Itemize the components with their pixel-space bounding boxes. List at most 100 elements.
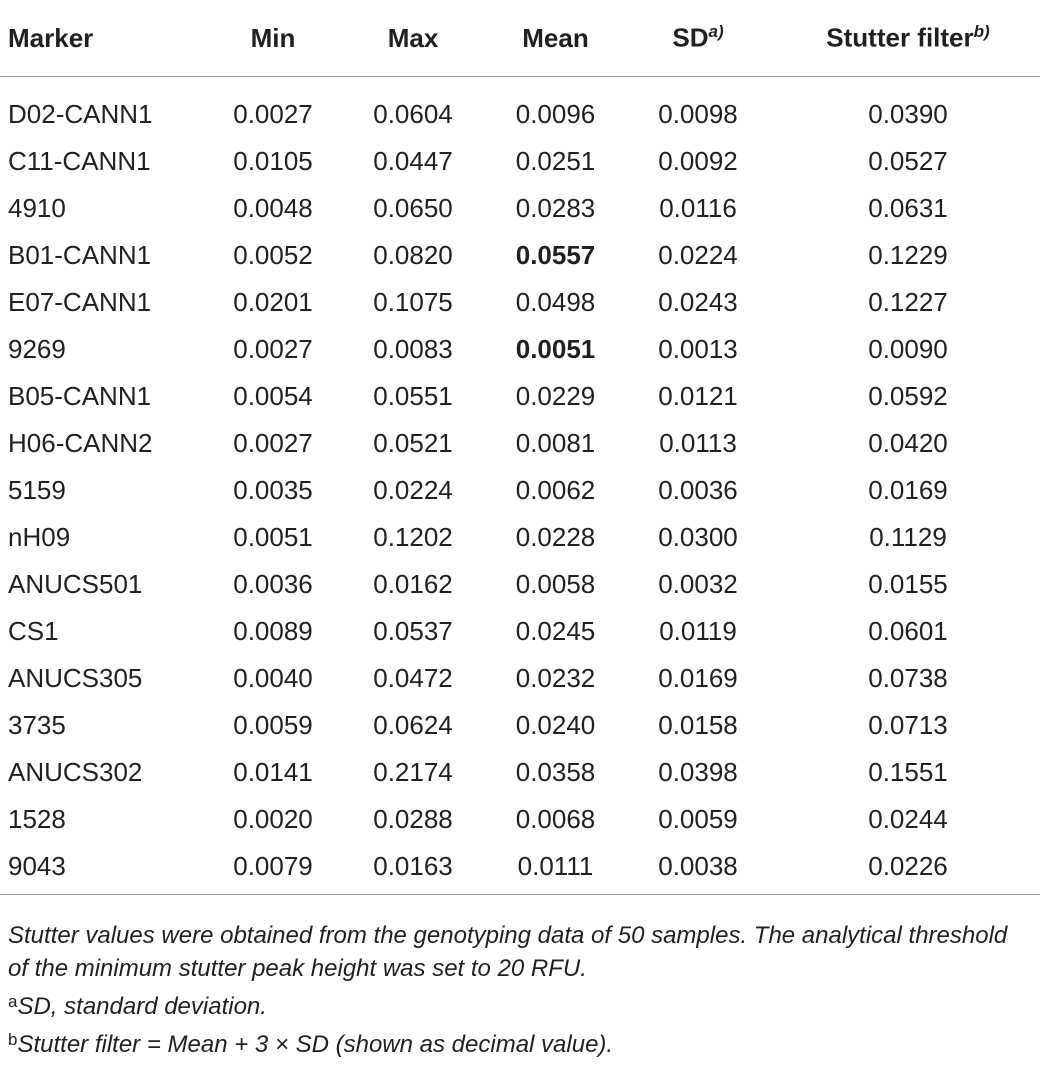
value-cell: 0.0105 [233, 146, 313, 176]
value-cell: 0.0027 [233, 99, 313, 129]
value-cell: 0.0358 [515, 757, 596, 787]
column-header: Max [343, 0, 483, 77]
value-cell: 0.0251 [515, 146, 596, 176]
value-cell: 0.0245 [515, 616, 596, 646]
header-text: Min [250, 22, 296, 53]
table-row: D02-CANN1 0.0027 0.0604 0.0096 0.0098 0.0390 [0, 77, 1040, 139]
value-cell: 0.0116 [659, 193, 737, 223]
table-row: B01-CANN1 0.0052 0.0820 0.0557 0.0224 0.1229 [0, 232, 1040, 279]
table-row: 9043 0.0079 0.0163 0.0111 0.0038 0.0226 [0, 843, 1040, 895]
header-text: Max [387, 22, 439, 53]
value-cell: 0.0119 [659, 616, 737, 646]
value-cell: 0.0141 [233, 757, 313, 787]
table-row: ANUCS305 0.0040 0.0472 0.0232 0.0169 0.0738 [0, 655, 1040, 702]
value-cell: 0.0537 [373, 616, 453, 646]
marker-cell: ANUCS305 [8, 663, 143, 693]
marker-cell: 1528 [8, 804, 66, 834]
table-notes: Stutter values were obtained from the ge… [0, 895, 1040, 1061]
footnote-text: SD, standard deviation. [17, 993, 267, 1020]
value-cell: 0.0592 [868, 381, 948, 411]
value-cell: 0.0059 [233, 710, 313, 740]
value-cell: 0.0169 [868, 475, 948, 505]
note: Stutter values were obtained from the ge… [8, 922, 1008, 982]
value-cell: 0.0713 [868, 710, 948, 740]
column-header: SDa) [628, 0, 768, 77]
marker-cell: CS1 [8, 616, 59, 646]
value-cell: 0.0092 [658, 146, 738, 176]
value-cell: 0.2174 [373, 757, 453, 787]
value-cell: 0.0604 [373, 99, 453, 129]
marker-cell: ANUCS501 [8, 569, 143, 599]
value-cell: 0.0098 [658, 99, 738, 129]
marker-cell: C11-CANN1 [8, 146, 151, 176]
value-cell: 0.0059 [658, 804, 738, 834]
header-text: SD [672, 22, 709, 53]
table-row: CS1 0.0089 0.0537 0.0245 0.0119 0.0601 [0, 608, 1040, 655]
column-header: Mean [483, 0, 628, 77]
marker-cell: 9269 [8, 334, 66, 364]
value-cell: 0.0300 [658, 522, 738, 552]
header-superscript: b) [974, 22, 990, 41]
table-row: C11-CANN1 0.0105 0.0447 0.0251 0.0092 0.0527 [0, 138, 1040, 185]
value-cell: 0.0027 [233, 428, 313, 458]
value-cell: 0.0040 [233, 663, 313, 693]
value-cell: 0.0121 [658, 381, 738, 411]
table-row: H06-CANN2 0.0027 0.0521 0.0081 0.0113 0.0420 [0, 420, 1040, 467]
value-cell: 0.1202 [373, 522, 453, 552]
footnote-text: Stutter filter = Mean + 3 × SD (shown as… [17, 1031, 614, 1058]
value-cell: 0.0201 [233, 287, 313, 317]
value-cell: 0.0527 [868, 146, 948, 176]
marker-cell: 5159 [8, 475, 66, 505]
value-cell: 0.0224 [373, 475, 453, 505]
value-cell: 0.0111 [483, 843, 628, 895]
value-cell: 0.0288 [373, 804, 453, 834]
value-cell: 0.0650 [373, 193, 453, 223]
value-cell: 0.0169 [658, 663, 738, 693]
value-cell: 0.0244 [868, 804, 948, 834]
table-row: 1528 0.0020 0.0288 0.0068 0.0059 0.0244 [0, 796, 1040, 843]
marker-cell: H06-CANN2 [8, 428, 153, 458]
value-cell: 0.0090 [868, 334, 948, 364]
marker-cell: B01-CANN1 [8, 240, 152, 270]
value-cell: 0.0163 [343, 843, 483, 895]
value-cell: 0.0226 [768, 843, 1040, 895]
value-cell: 0.1227 [868, 287, 948, 317]
value-cell: 0.0229 [515, 381, 596, 411]
header-superscript: a) [709, 22, 724, 41]
value-cell: 0.0551 [373, 381, 453, 411]
value-cell: 0.0224 [658, 240, 738, 270]
footnote: bStutter filter = Mean + 3 × SD (shown a… [8, 1023, 1032, 1061]
footnote-mark: a [8, 992, 18, 1011]
data-table: Marker Min Max Mean SDa) Stutter filterb) D02… [0, 0, 1040, 895]
value-cell: 0.0068 [515, 804, 596, 834]
value-cell: 0.0232 [515, 663, 596, 693]
table-row: E07-CANN1 0.0201 0.1075 0.0498 0.0243 0.1227 [0, 279, 1040, 326]
value-cell: 0.0027 [233, 334, 313, 364]
value-cell: 0.0038 [628, 843, 768, 895]
value-cell: 0.0738 [868, 663, 948, 693]
value-cell: 0.0283 [515, 193, 596, 223]
table-row: ANUCS302 0.0141 0.2174 0.0358 0.0398 0.1551 [0, 749, 1040, 796]
value-cell: 0.0113 [659, 428, 737, 458]
value-cell: 0.0624 [373, 710, 453, 740]
table-row: B05-CANN1 0.0054 0.0551 0.0229 0.0121 0.0592 [0, 373, 1040, 420]
value-cell: 0.0036 [233, 569, 313, 599]
table-body: D02-CANN1 0.0027 0.0604 0.0096 0.0098 0.0390 C… [0, 77, 1040, 895]
value-cell: 0.0032 [658, 569, 738, 599]
value-cell: 0.0631 [868, 193, 948, 223]
value-cell: 0.0390 [868, 99, 948, 129]
marker-cell: B05-CANN1 [8, 381, 152, 411]
marker-cell: D02-CANN1 [8, 99, 153, 129]
footnote-mark: b [8, 1030, 18, 1049]
value-cell: 0.0096 [515, 99, 596, 129]
table-head: Marker Min Max Mean SDa) Stutter filterb) [0, 0, 1040, 77]
value-cell: 0.0472 [373, 663, 453, 693]
marker-cell: 4910 [8, 193, 66, 223]
column-header: Stutter filterb) [768, 0, 1040, 77]
marker-cell: 9043 [0, 843, 203, 895]
value-cell: 0.0158 [658, 710, 738, 740]
marker-cell: nH09 [8, 522, 71, 552]
value-cell: 0.1075 [373, 287, 453, 317]
value-cell: 0.0420 [868, 428, 948, 458]
